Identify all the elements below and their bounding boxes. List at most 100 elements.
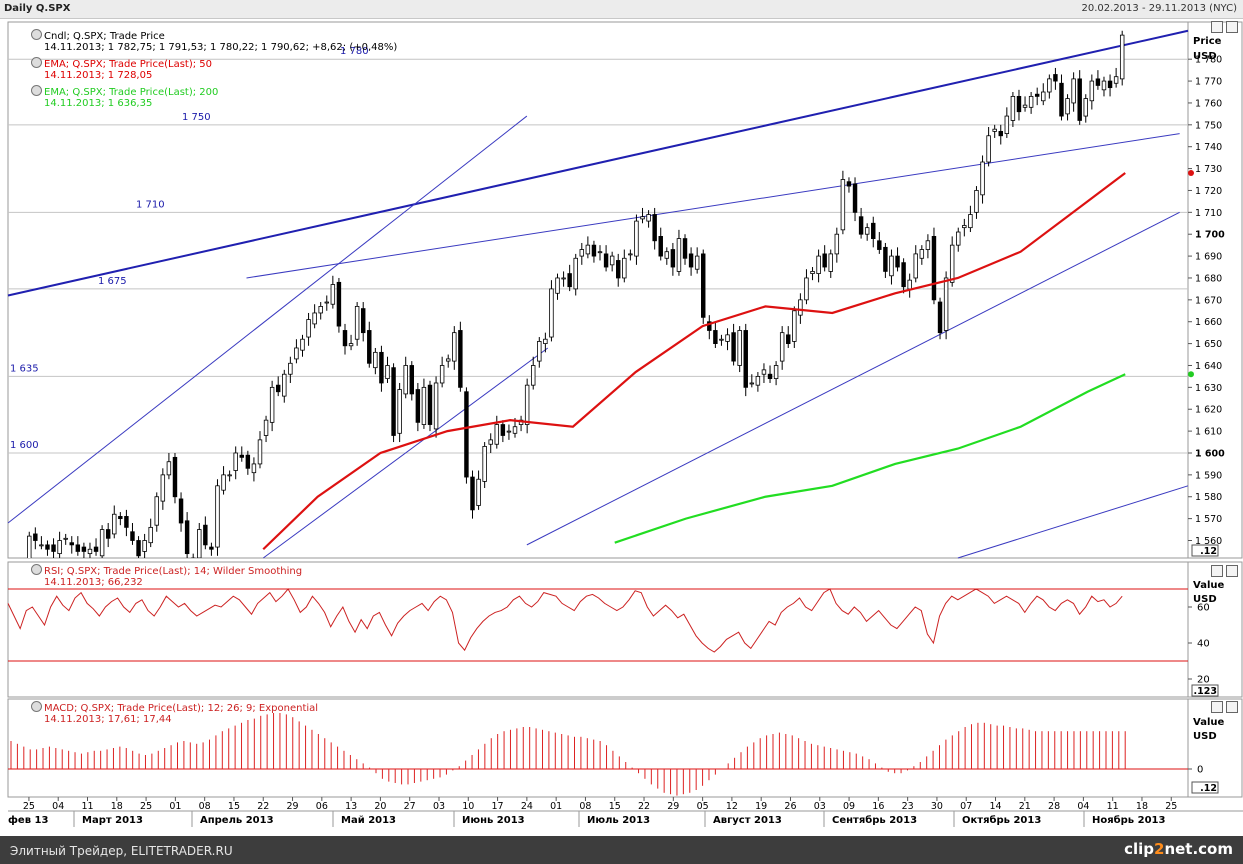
- macd-scale-box: .12: [1200, 783, 1217, 794]
- x-tick-label: 12: [726, 801, 738, 812]
- candle: [616, 260, 621, 279]
- candle: [1113, 76, 1119, 84]
- candle: [858, 216, 864, 235]
- ema200-line: [614, 373, 1126, 544]
- minimize-pane-icon[interactable]: [1211, 21, 1223, 33]
- candle: [1101, 80, 1107, 91]
- legend-ema200[interactable]: EMA; Q.SPX; Trade Price(Last); 200 14.11…: [31, 85, 218, 109]
- legend-ema50[interactable]: EMA; Q.SPX; Trade Price(Last); 50 14.11.…: [31, 57, 212, 81]
- indicator-icon[interactable]: [31, 701, 42, 712]
- candle: [263, 419, 269, 436]
- pane-frame: [7, 698, 1243, 798]
- indicator-icon[interactable]: [31, 29, 42, 40]
- candle: [707, 321, 712, 331]
- x-tick-label: 06: [316, 801, 328, 812]
- x-tick-label: 28: [1048, 801, 1060, 812]
- minimize-pane-icon[interactable]: [1211, 565, 1223, 577]
- y-tick-label: 1 660: [1195, 317, 1222, 328]
- indicator-icon[interactable]: [31, 85, 42, 96]
- clip2net-logo[interactable]: clip2net.com: [1124, 840, 1233, 858]
- candle: [755, 376, 761, 386]
- candle: [919, 249, 925, 259]
- candle: [1022, 104, 1028, 108]
- y-tick-label: 1 740: [1195, 142, 1222, 153]
- x-tick-label: 20: [374, 801, 386, 812]
- candle: [628, 253, 633, 256]
- month-label: Июль 2013: [587, 815, 650, 826]
- close-pane-icon[interactable]: [1226, 701, 1238, 713]
- candle: [962, 225, 967, 229]
- month-label: Июнь 2013: [462, 815, 525, 826]
- indicator-icon[interactable]: [31, 564, 42, 575]
- x-tick-label: 24: [521, 801, 533, 812]
- candle: [312, 312, 317, 325]
- candle: [421, 386, 427, 425]
- candle: [360, 308, 366, 334]
- candle: [767, 373, 773, 380]
- x-tick-label: 05: [697, 801, 709, 812]
- rsi-scale-box-box: [1191, 684, 1219, 697]
- candle: [324, 301, 329, 304]
- month-label: Март 2013: [82, 815, 143, 826]
- macd-unit: USD: [1193, 731, 1217, 742]
- x-tick-label: 17: [492, 801, 504, 812]
- legend-ema200-name: EMA; Q.SPX; Trade Price(Last); 200: [44, 87, 219, 98]
- close-pane-icon[interactable]: [1226, 21, 1238, 33]
- candle: [452, 332, 457, 362]
- legend-macd-name: MACD; Q.SPX; Trade Price(Last); 12; 26; …: [44, 703, 319, 714]
- x-tick-label: 29: [286, 801, 298, 812]
- indicator-icon[interactable]: [31, 57, 42, 68]
- minimize-pane-icon[interactable]: [1211, 701, 1223, 713]
- x-tick-label: 25: [140, 801, 152, 812]
- candle: [956, 231, 961, 246]
- candle: [1059, 82, 1064, 117]
- candle: [203, 524, 208, 546]
- candle: [1077, 78, 1082, 121]
- candle: [433, 382, 439, 430]
- chart-title: Daily Q.SPX: [4, 3, 71, 14]
- x-tick-label: 19: [755, 801, 767, 812]
- month-label: Апрель 2013: [200, 815, 274, 826]
- candle: [112, 513, 117, 535]
- x-tick-label: 01: [169, 801, 181, 812]
- level-label: 1 675: [98, 276, 127, 287]
- candle: [69, 542, 74, 546]
- candle: [385, 365, 390, 380]
- x-tick-label: 10: [462, 801, 474, 812]
- month-label: Октябрь 2013: [962, 814, 1041, 826]
- x-tick-label: 14: [989, 801, 1001, 812]
- candle: [549, 288, 554, 338]
- candle: [1083, 98, 1088, 117]
- level-label: 1 600: [10, 440, 39, 451]
- candle: [245, 454, 251, 469]
- candle: [834, 233, 840, 255]
- candle: [537, 341, 542, 362]
- candle: [652, 214, 657, 242]
- candle: [227, 474, 232, 477]
- close-pane-icon[interactable]: [1226, 565, 1238, 577]
- x-tick-label: 08: [199, 801, 211, 812]
- legend-rsi[interactable]: RSI; Q.SPX; Trade Price(Last); 14; Wilde…: [31, 564, 302, 588]
- x-tick-label: 25: [1165, 801, 1177, 812]
- x-tick-label: 26: [784, 801, 796, 812]
- candle: [154, 496, 159, 526]
- candle: [694, 255, 700, 270]
- trendline: [7, 115, 528, 524]
- candle: [142, 540, 147, 552]
- candle: [561, 277, 566, 280]
- candle: [1089, 80, 1095, 102]
- candle: [719, 338, 724, 341]
- candle: [895, 255, 900, 268]
- legend-candles[interactable]: Cndl; Q.SPX; Trade Price 14.11.2013; 1 7…: [31, 29, 397, 53]
- y-tick-label: 1 610: [1195, 427, 1222, 438]
- x-tick-label: 04: [52, 801, 64, 812]
- rsi-scale-box: .123: [1194, 686, 1217, 697]
- y-tick-label: 1 670: [1195, 295, 1222, 306]
- legend-ema200-value: 14.11.2013; 1 636,35: [44, 98, 153, 109]
- legend-macd[interactable]: MACD; Q.SPX; Trade Price(Last); 12; 26; …: [31, 701, 318, 725]
- month-label: Август 2013: [713, 815, 782, 826]
- y-tick-label: 1 600: [1195, 448, 1225, 459]
- price-unit: USD: [1193, 51, 1217, 62]
- candle: [603, 253, 609, 268]
- candle: [391, 367, 396, 436]
